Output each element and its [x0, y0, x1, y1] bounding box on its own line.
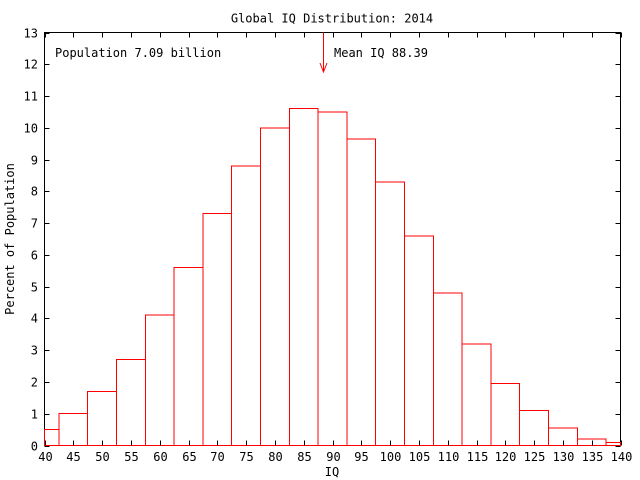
x-tick-label: 50 — [95, 450, 109, 464]
histogram-bar — [288, 108, 319, 446]
x-tick-label: 140 — [611, 450, 633, 464]
x-tick-label: 110 — [438, 450, 460, 464]
y-tick-label: 0 — [31, 440, 38, 454]
y-tick-label: 1 — [31, 408, 38, 422]
histogram-bar — [605, 441, 621, 447]
x-tick-label: 120 — [495, 450, 517, 464]
y-axis-label: Percent of Population — [3, 163, 17, 315]
histogram-bar — [346, 138, 377, 447]
chart-title: Global IQ Distribution: 2014 — [231, 12, 433, 26]
histogram-bar — [461, 343, 492, 447]
x-tick-label: 45 — [66, 450, 80, 464]
x-tick-label: 55 — [124, 450, 138, 464]
histogram-bar — [432, 292, 463, 446]
y-tick-label: 2 — [31, 376, 38, 390]
mean-arrow — [319, 32, 328, 74]
x-tick-label: 130 — [553, 450, 575, 464]
x-tick-label: 90 — [326, 450, 340, 464]
histogram-bar — [576, 438, 607, 446]
histogram-bar — [173, 267, 204, 447]
y-tick-label: 13 — [24, 27, 38, 41]
mean-arrow-head — [319, 62, 328, 74]
x-tick-label: 95 — [354, 450, 368, 464]
x-tick-label: 125 — [524, 450, 546, 464]
y-tick-label: 4 — [31, 312, 38, 326]
histogram-bar — [317, 111, 348, 447]
x-tick-label: 115 — [467, 450, 489, 464]
histogram-bar — [490, 383, 521, 446]
y-tick-label: 12 — [24, 58, 38, 72]
x-tick-label: 85 — [297, 450, 311, 464]
histogram-bar — [260, 127, 290, 447]
histogram-bar — [87, 390, 117, 446]
x-tick-label: 80 — [268, 450, 282, 464]
y-tick-label: 10 — [24, 122, 38, 136]
histogram-bar — [519, 410, 550, 446]
y-tick-label: 11 — [24, 90, 38, 104]
y-tick-label: 8 — [31, 185, 38, 199]
x-tick-label: 40 — [38, 450, 52, 464]
x-tick-label: 75 — [239, 450, 253, 464]
histogram-bar — [404, 235, 434, 446]
x-tick-label: 105 — [409, 450, 431, 464]
y-tick-label: 3 — [31, 344, 38, 358]
axis-ticks-layer — [44, 32, 622, 447]
y-tick-label: 5 — [31, 281, 38, 295]
y-tick-label: 9 — [31, 154, 38, 168]
x-tick-label: 100 — [380, 450, 402, 464]
x-tick-label: 65 — [182, 450, 196, 464]
histogram-bar — [231, 165, 261, 447]
tick-labels-layer: 40 45 50 55 60 65 70 75 80 85 90 95 100 105 110 115 120 1… — [24, 27, 633, 465]
mean-annotation: Mean IQ 88.39 — [334, 46, 428, 60]
histogram-bar — [144, 314, 175, 446]
histogram-bar — [548, 427, 578, 446]
histogram-bar — [375, 181, 406, 446]
y-tick-label: 7 — [31, 217, 38, 231]
histogram-bar — [202, 213, 233, 446]
x-tick-label: 135 — [582, 450, 604, 464]
histogram-bar — [44, 429, 60, 447]
x-tick-label: 60 — [153, 450, 167, 464]
population-annotation: Population 7.09 billion — [55, 46, 221, 60]
bars-layer — [44, 108, 621, 447]
x-axis-label: IQ — [325, 465, 339, 479]
histogram-bar — [116, 359, 146, 447]
y-tick-label: 6 — [31, 249, 38, 263]
x-tick-label: 70 — [210, 450, 224, 464]
